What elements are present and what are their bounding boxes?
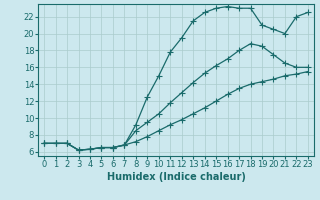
X-axis label: Humidex (Indice chaleur): Humidex (Indice chaleur) [107,172,245,182]
